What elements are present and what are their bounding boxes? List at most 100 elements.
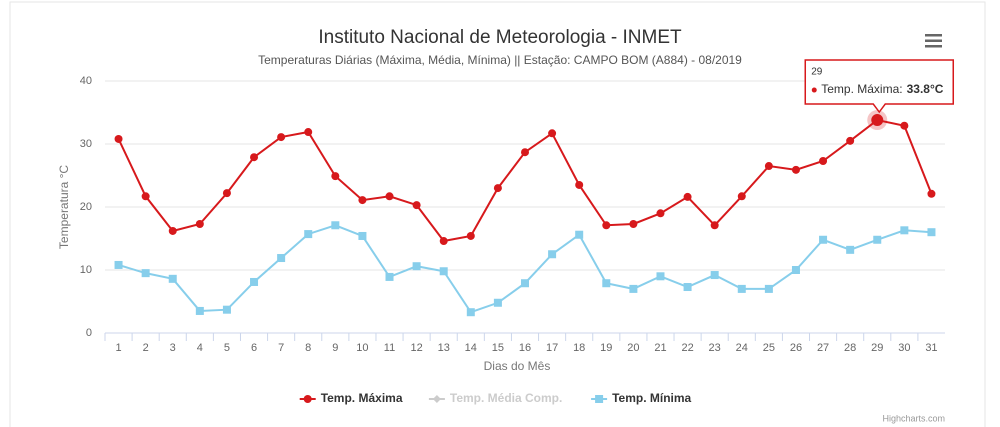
- y-tick-label: 10: [80, 264, 92, 276]
- point: [114, 260, 123, 269]
- point: [304, 128, 313, 137]
- point: [439, 267, 448, 276]
- point: [521, 279, 529, 288]
- point: [900, 121, 909, 130]
- x-tick-label: 28: [844, 342, 856, 354]
- x-tick-label: 15: [492, 342, 504, 354]
- point: [846, 136, 855, 145]
- point: [168, 274, 177, 283]
- credits[interactable]: Highcharts.com: [882, 413, 945, 423]
- x-tick-label: 5: [224, 342, 230, 354]
- x-tick-label: 7: [278, 342, 284, 354]
- x-tick-label: 8: [305, 342, 311, 354]
- point: [385, 192, 394, 201]
- y-tick-label: 30: [80, 138, 92, 150]
- point: [250, 277, 259, 286]
- point: [900, 226, 909, 235]
- point: [412, 262, 421, 271]
- legend-item[interactable]: Temp. Máxima: [299, 391, 403, 405]
- point: [493, 184, 502, 193]
- legend-item[interactable]: Temp. Mínima: [591, 391, 692, 405]
- point: [764, 162, 773, 171]
- x-tick-label: 17: [546, 342, 558, 354]
- point: [873, 235, 882, 244]
- point: [385, 272, 394, 281]
- tooltip-header: 29: [811, 67, 823, 78]
- point: [493, 298, 502, 307]
- point: [412, 201, 421, 210]
- y-tick-label: 0: [86, 327, 92, 339]
- point: [521, 148, 529, 157]
- point: [548, 250, 557, 259]
- point: [331, 172, 340, 181]
- x-tick-label: 24: [736, 342, 748, 354]
- x-tick-label: 31: [925, 342, 937, 354]
- legend-symbol: [595, 395, 604, 403]
- point: [548, 129, 557, 138]
- tooltip-label: Temp. Máxima:: [821, 82, 902, 96]
- point: [195, 306, 204, 315]
- y-axis-title: Temperatura °C: [57, 165, 71, 249]
- point: [819, 157, 828, 166]
- point: [927, 228, 936, 237]
- legend-symbol: [432, 395, 441, 403]
- x-tick-label: 23: [709, 342, 721, 354]
- x-tick-label: 9: [332, 342, 338, 354]
- point: [819, 235, 828, 244]
- point: [222, 189, 231, 198]
- x-tick-label: 22: [681, 342, 693, 354]
- x-tick-label: 2: [143, 342, 149, 354]
- point: [439, 237, 448, 246]
- legend-item[interactable]: Temp. Média Comp.: [428, 391, 562, 405]
- x-tick-label: 26: [790, 342, 802, 354]
- point: [629, 284, 638, 293]
- point: [683, 192, 692, 201]
- y-tick-label: 40: [80, 75, 92, 87]
- x-tick-label: 13: [438, 342, 450, 354]
- y-tick-label: 20: [80, 201, 92, 213]
- point: [791, 165, 800, 174]
- tooltip-symbol: [811, 87, 817, 93]
- x-tick-label: 16: [519, 342, 531, 354]
- chart-subtitle: Temperaturas Diárias (Máxima, Média, Mín…: [258, 53, 742, 67]
- point: [304, 230, 313, 239]
- legend-symbol: [303, 395, 312, 403]
- x-axis-title: Dias do Mês: [484, 359, 551, 373]
- x-tick-label: 25: [763, 342, 775, 354]
- x-tick-label: 19: [600, 342, 612, 354]
- chart-title: Instituto Nacional de Meteorologia - INM…: [318, 27, 682, 48]
- point: [466, 308, 475, 317]
- point: [114, 134, 123, 143]
- point: [277, 254, 286, 263]
- tooltip-box: [804, 59, 955, 114]
- point: [575, 180, 584, 189]
- point: [250, 153, 259, 162]
- point: [466, 231, 475, 240]
- point: [195, 220, 204, 229]
- point: [141, 269, 150, 278]
- x-tick-label: 4: [197, 342, 203, 354]
- x-tick-label: 3: [170, 342, 176, 354]
- x-tick-label: 18: [573, 342, 585, 354]
- x-tick-label: 20: [627, 342, 639, 354]
- tooltip-value: 33.8°C: [907, 82, 944, 96]
- point: [629, 220, 638, 229]
- x-tick-label: 30: [898, 342, 910, 354]
- legend-label: Temp. Máxima: [321, 391, 403, 405]
- x-tick-label: 10: [356, 342, 368, 354]
- legend-label: Temp. Mínima: [612, 391, 691, 405]
- x-tick-label: 11: [384, 342, 395, 354]
- menu-button[interactable]: [925, 34, 942, 48]
- point: [927, 189, 936, 198]
- point: [737, 192, 746, 201]
- point: [764, 284, 773, 293]
- point: [358, 196, 367, 205]
- point: [277, 133, 286, 142]
- point: [602, 279, 611, 288]
- point: [141, 192, 150, 201]
- point: [737, 284, 746, 293]
- point: [222, 305, 231, 314]
- point: [656, 272, 665, 281]
